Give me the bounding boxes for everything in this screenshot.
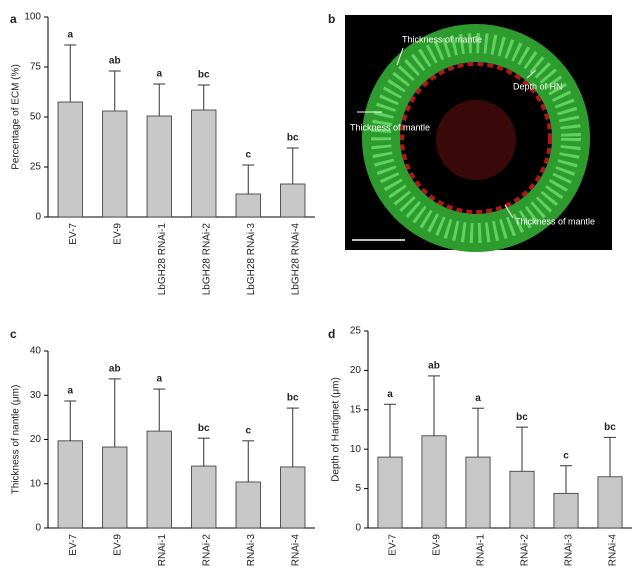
- panel-label: c: [10, 327, 17, 341]
- significance-letter: c: [245, 150, 251, 161]
- bar: [235, 193, 261, 218]
- significance-letter: bc: [287, 393, 299, 404]
- panel-label: d: [328, 327, 335, 341]
- significance-letter: a: [67, 30, 73, 41]
- annotation: Thickness of mantle: [515, 216, 595, 226]
- hartig-net: [400, 62, 552, 214]
- bar: [102, 110, 128, 218]
- y-tick-label: 10: [30, 478, 42, 489]
- y-tick-label: 50: [30, 112, 42, 123]
- x-tick-label: RNAi-2: [201, 534, 212, 567]
- x-tick-label: RNAi-1: [476, 534, 487, 567]
- mantle-texture: [371, 33, 581, 243]
- bar: [280, 466, 306, 529]
- bar: [235, 481, 261, 529]
- bar: [377, 456, 403, 529]
- annotation: Thickness of mantle: [402, 34, 482, 44]
- arrow: [504, 204, 514, 219]
- bar: [421, 435, 447, 529]
- significance-letter: ab: [428, 361, 440, 372]
- significance-letter: ab: [109, 56, 121, 67]
- y-tick-label: 40: [30, 346, 42, 357]
- y-tick-label: 100: [24, 12, 41, 23]
- x-tick-label: RNAi-2: [520, 534, 531, 567]
- y-tick-label: 20: [350, 365, 362, 376]
- x-tick-label: LbGH28 RNAi-3: [246, 223, 257, 296]
- y-tick-label: 0: [35, 212, 41, 223]
- significance-letter: a: [156, 69, 162, 80]
- x-tick-label: LbGH28 RNAi-1: [157, 223, 168, 296]
- micrograph-panel: b Thickness of mantle Depth of HN Thickn…: [328, 12, 612, 252]
- bar: [191, 465, 217, 529]
- annotation: Thickness of mantle: [350, 122, 430, 132]
- cortex: [436, 100, 516, 180]
- y-tick-label: 0: [355, 523, 361, 534]
- bar: [191, 109, 217, 218]
- y-tick-label: 30: [30, 390, 42, 401]
- y-axis-label: Percentage of ECM (%): [11, 64, 22, 170]
- x-tick-label: RNAi-3: [564, 534, 575, 567]
- y-tick-label: 75: [30, 62, 42, 73]
- arrow: [396, 47, 404, 66]
- significance-letter: bc: [198, 423, 210, 434]
- bar: [102, 446, 128, 529]
- significance-letter: bc: [604, 422, 616, 433]
- bar: [553, 492, 579, 529]
- significance-letter: bc: [198, 70, 210, 81]
- significance-letter: a: [387, 389, 393, 400]
- y-tick-label: 25: [350, 326, 362, 337]
- x-tick-label: RNAi-4: [608, 534, 619, 567]
- bar: [146, 430, 172, 529]
- panel-label: b: [328, 12, 335, 26]
- bar: [597, 476, 623, 529]
- x-tick-label: EV-7: [388, 534, 399, 556]
- x-tick-label: EV-9: [112, 223, 123, 245]
- y-axis-label: Thickness of nantle (μm): [11, 385, 22, 495]
- x-tick-label: EV-9: [432, 534, 443, 556]
- significance-letter: bc: [516, 412, 528, 423]
- x-tick-label: RNAi-1: [157, 534, 168, 567]
- significance-letter: bc: [287, 133, 299, 144]
- arrow: [526, 69, 537, 79]
- y-tick-label: 25: [30, 162, 42, 173]
- significance-letter: a: [67, 386, 73, 397]
- bar: [280, 183, 306, 218]
- panel-label: a: [10, 12, 17, 26]
- y-tick-label: 5: [355, 483, 361, 494]
- annotation: Depth of HN: [513, 81, 563, 91]
- y-tick-label: 0: [35, 523, 41, 534]
- bar: [509, 470, 535, 529]
- bar: [57, 101, 83, 218]
- significance-letter: a: [475, 393, 481, 404]
- y-tick-label: 15: [350, 404, 362, 415]
- significance-letter: c: [245, 425, 251, 436]
- x-tick-label: LbGH28 RNAi-4: [290, 223, 301, 296]
- y-axis-label: Depth of Hartignet (μm): [331, 377, 342, 482]
- x-tick-label: RNAi-3: [246, 534, 257, 567]
- bar: [57, 440, 83, 529]
- x-tick-label: LbGH28 RNAi-2: [201, 223, 212, 296]
- y-tick-label: 20: [30, 434, 42, 445]
- y-tick-label: 10: [350, 444, 362, 455]
- bar: [465, 456, 491, 529]
- significance-letter: c: [563, 450, 569, 461]
- significance-letter: ab: [109, 364, 121, 375]
- x-tick-label: RNAi-4: [290, 534, 301, 567]
- significance-letter: a: [156, 374, 162, 385]
- bar: [146, 115, 172, 218]
- x-tick-label: EV-7: [68, 534, 79, 556]
- x-tick-label: EV-9: [112, 534, 123, 556]
- x-tick-label: EV-7: [68, 223, 79, 245]
